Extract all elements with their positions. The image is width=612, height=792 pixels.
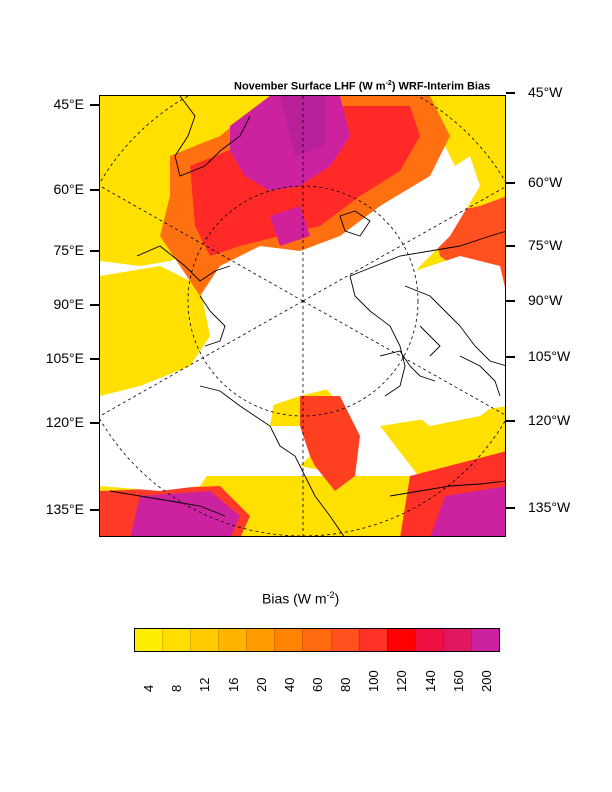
map-title: November Surface LHF (W m-2) WRF-Interim… bbox=[234, 80, 491, 93]
lon-label-right: 105°W bbox=[528, 348, 571, 364]
colorbar-title: Bias (W m-2) bbox=[262, 590, 340, 607]
lon-label-left: 75°E bbox=[53, 242, 84, 258]
colorbar-label: 160 bbox=[450, 670, 466, 692]
colorbar-swatch bbox=[274, 629, 303, 651]
axis-tick bbox=[506, 245, 515, 247]
colorbar-label: 20 bbox=[253, 677, 269, 692]
axis-tick bbox=[90, 304, 99, 306]
lon-label-right: 135°W bbox=[528, 499, 571, 515]
axis-tick bbox=[506, 420, 515, 422]
colorbar-label: 80 bbox=[338, 677, 354, 692]
axis-tick bbox=[506, 507, 515, 509]
colorbar-swatch bbox=[470, 629, 500, 651]
lon-label-left: 90°E bbox=[53, 296, 84, 312]
graticule bbox=[100, 96, 505, 536]
no-bias-region bbox=[100, 156, 505, 491]
axis-tick bbox=[90, 250, 99, 252]
colorbar-swatch bbox=[302, 629, 331, 651]
colorbar bbox=[134, 628, 500, 652]
colorbar-swatch bbox=[162, 629, 191, 651]
axis-tick bbox=[90, 422, 99, 424]
colorbar-swatch bbox=[135, 629, 163, 651]
colorbar-label: 8 bbox=[169, 684, 185, 692]
colorbar-swatch bbox=[330, 629, 359, 651]
colorbar-label: 16 bbox=[225, 677, 241, 692]
axis-tick bbox=[506, 300, 515, 302]
axis-tick bbox=[506, 356, 515, 358]
lon-label-left: 45°E bbox=[53, 96, 84, 112]
lon-label-left: 105°E bbox=[45, 350, 84, 366]
axis-tick bbox=[506, 182, 515, 184]
colorbar-label: 12 bbox=[197, 677, 213, 692]
colorbar-label: 200 bbox=[478, 670, 494, 692]
colorbar-label: 4 bbox=[141, 684, 157, 692]
lon-label-left: 135°E bbox=[45, 501, 84, 517]
map-plot-area bbox=[99, 95, 506, 537]
colorbar-swatch bbox=[218, 629, 247, 651]
colorbar-swatch bbox=[246, 629, 275, 651]
axis-tick bbox=[90, 104, 99, 106]
axis-tick bbox=[506, 92, 515, 94]
colorbar-swatch bbox=[414, 629, 443, 651]
bias-field-map bbox=[100, 96, 505, 536]
colorbar-label: 120 bbox=[394, 670, 410, 692]
axis-tick bbox=[90, 509, 99, 511]
colorbar-swatch bbox=[358, 629, 387, 651]
lon-label-right: 120°W bbox=[528, 412, 571, 428]
lon-label-right: 60°W bbox=[528, 174, 563, 190]
lon-label-left: 120°E bbox=[45, 414, 84, 430]
lon-label-right: 90°W bbox=[528, 292, 563, 308]
colorbar-swatch bbox=[386, 629, 415, 651]
lon-label-right: 45°W bbox=[528, 84, 563, 100]
bias-field-high bbox=[130, 96, 505, 536]
colorbar-label: 140 bbox=[422, 670, 438, 692]
lon-label-right: 75°W bbox=[528, 237, 563, 253]
axis-tick bbox=[90, 358, 99, 360]
lon-label-left: 60°E bbox=[53, 181, 84, 197]
coastlines bbox=[109, 96, 505, 536]
colorbar-label: 60 bbox=[310, 677, 325, 692]
colorbar-label: 100 bbox=[366, 670, 382, 692]
colorbar-swatch bbox=[190, 629, 219, 651]
colorbar-swatch bbox=[442, 629, 471, 651]
axis-tick bbox=[90, 189, 99, 191]
colorbar-label: 40 bbox=[281, 677, 297, 692]
